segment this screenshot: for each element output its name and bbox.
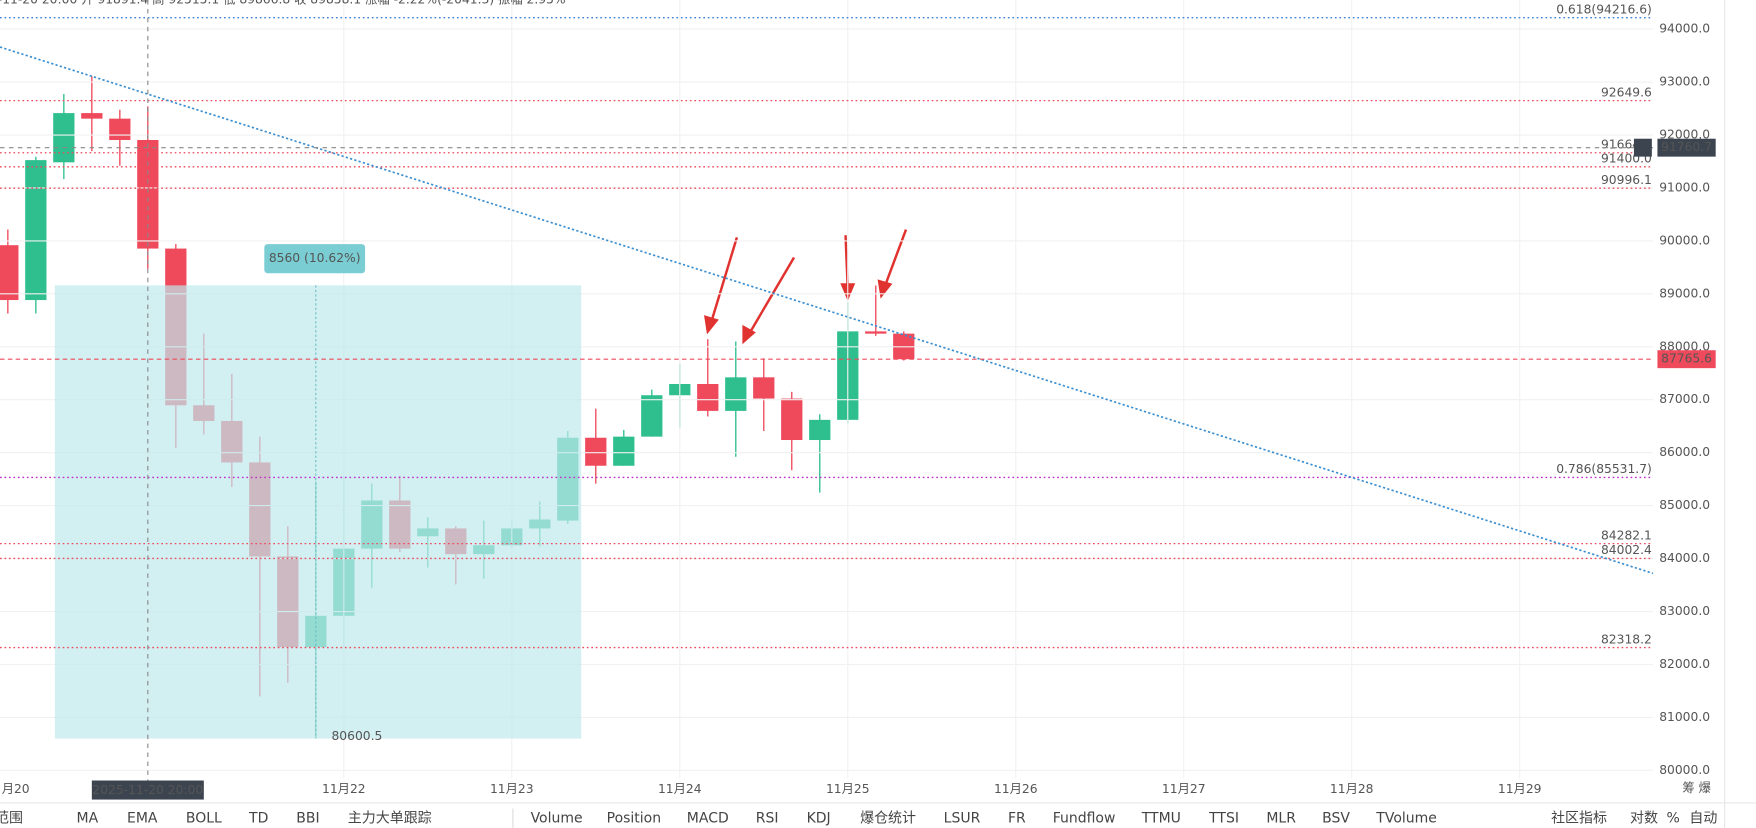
candle-body: [0, 245, 19, 301]
indicator-button[interactable]: TD: [248, 811, 268, 827]
y-tick-label: 85000.0: [1659, 498, 1710, 512]
candle-body: [725, 377, 747, 411]
last-price-tag: [1657, 350, 1716, 369]
y-tick-label: 82000.0: [1659, 657, 1710, 671]
last-price-label: 87765.6: [1661, 352, 1712, 366]
indicator-button[interactable]: MLR: [1266, 811, 1296, 827]
toolbar-option[interactable]: %: [1666, 811, 1679, 827]
y-tick-label: 91000.0: [1659, 180, 1710, 194]
candle-body: [585, 437, 607, 466]
toolbar-option[interactable]: 社区指标: [1551, 811, 1607, 827]
x-tick-label: 月20: [2, 782, 30, 796]
measure-label: 8560 (10.62%): [269, 251, 361, 265]
x-tick-label: 11月25: [826, 782, 870, 796]
crosshair-price-label: 91760.7: [1661, 140, 1712, 154]
indicator-button[interactable]: Fundflow: [1053, 811, 1116, 827]
candle-body: [53, 113, 75, 163]
candle-body: [697, 384, 719, 411]
indicator-button[interactable]: EMA: [127, 811, 158, 827]
price-level-label: 92649.6: [1601, 85, 1652, 99]
y-tick-label: 81000.0: [1659, 710, 1710, 724]
candle-body: [641, 395, 663, 437]
crosshair-time-tag: [91, 780, 204, 800]
arrow-head: [877, 279, 893, 299]
y-tick-label: 90000.0: [1659, 233, 1710, 247]
crosshair-price-tag: [1657, 138, 1716, 157]
measure-low-label: 80600.5: [331, 729, 382, 743]
candle-body: [865, 331, 887, 334]
price-level-label: 90996.1: [1601, 173, 1652, 187]
arrow-head: [742, 324, 756, 345]
y-tick-label: 80000.0: [1659, 763, 1710, 777]
y-tick-label: 84000.0: [1659, 551, 1710, 565]
arrow-head: [704, 315, 719, 335]
x-tick-label: 11月23: [490, 782, 534, 796]
indicator-button[interactable]: 主力大单跟踪: [348, 811, 432, 827]
arrow: [748, 256, 796, 335]
x-tick-label: 11月27: [1162, 782, 1206, 796]
indicator-button[interactable]: TTSI: [1208, 811, 1239, 827]
measure-box: [54, 285, 582, 739]
y-tick-label: 86000.0: [1659, 445, 1710, 459]
toolbar-option[interactable]: 自动: [1689, 811, 1717, 827]
axis-corner: 筹 爆: [1682, 780, 1711, 795]
arrow: [883, 229, 908, 288]
crosshair-plus: [1633, 138, 1652, 157]
candle-body: [613, 436, 635, 466]
measure-tag: [264, 244, 366, 274]
price-level-label: 84282.1: [1601, 528, 1652, 542]
price-level-label: 82318.2: [1601, 632, 1652, 646]
candle-body: [781, 398, 803, 441]
price-level-label: 0.618(94216.6): [1556, 2, 1652, 16]
annotation-arrows: [704, 229, 908, 345]
indicator-button[interactable]: BBI: [296, 811, 319, 827]
x-tick-label: 11月22: [322, 782, 366, 796]
arrow: [709, 237, 739, 323]
candle-body: [109, 118, 131, 140]
x-tick-label: 11月24: [658, 782, 702, 796]
x-tick-label: 11月28: [1330, 782, 1374, 796]
y-tick-label: 94000.0: [1659, 22, 1710, 36]
indicator-button[interactable]: 爆仓统计: [860, 811, 916, 827]
toolbar-option[interactable]: 对数: [1630, 811, 1658, 827]
price-level-label: 84002.4: [1601, 543, 1652, 557]
indicator-button[interactable]: 范围: [0, 810, 23, 827]
indicator-button[interactable]: TVolume: [1375, 811, 1437, 827]
x-tick-label: 11月29: [1498, 782, 1542, 796]
candle-body: [809, 419, 831, 441]
x-tick-label: 11月26: [994, 782, 1038, 796]
y-tick-label: 89000.0: [1659, 286, 1710, 300]
indicator-button[interactable]: FR: [1008, 811, 1026, 827]
indicator-button[interactable]: Position: [607, 811, 661, 827]
indicator-button[interactable]: Volume: [531, 811, 583, 827]
indicator-button[interactable]: MA: [77, 811, 99, 827]
y-tick-label: 87000.0: [1659, 392, 1710, 406]
indicator-button[interactable]: MACD: [687, 811, 729, 827]
y-tick-label: 92000.0: [1659, 128, 1710, 142]
indicator-button[interactable]: BOLL: [186, 811, 222, 827]
indicator-button[interactable]: LSUR: [944, 811, 981, 827]
price-level-label: 0.786(85531.7): [1556, 462, 1652, 476]
y-tick-label: 83000.0: [1659, 604, 1710, 618]
candle-body: [753, 377, 775, 399]
y-tick-label: 93000.0: [1659, 75, 1710, 89]
indicator-button[interactable]: BSV: [1322, 811, 1350, 827]
indicator-button[interactable]: TTMU: [1141, 811, 1181, 827]
indicator-button[interactable]: KDJ: [807, 811, 831, 827]
indicator-button[interactable]: RSI: [756, 811, 779, 827]
candle-body: [25, 160, 47, 301]
candle-body: [81, 113, 103, 119]
ohlc-header: -11-20 20:00 开 91891.4 高 92515.1 低 89866…: [0, 0, 566, 6]
y-tick-label: 88000.0: [1659, 339, 1710, 353]
crosshair-time-label: 2025-11-20 20:00: [92, 783, 203, 797]
